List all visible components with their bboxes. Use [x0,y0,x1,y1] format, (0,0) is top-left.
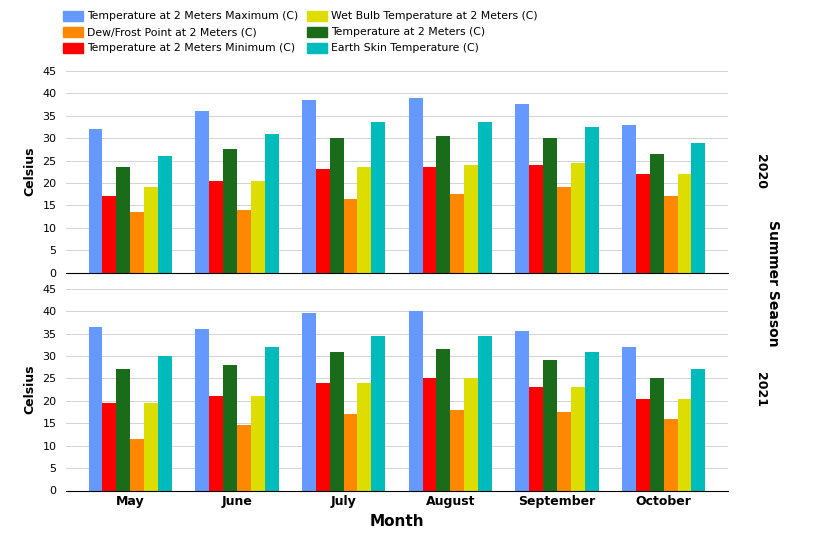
Bar [343,414,357,490]
Bar [209,396,223,490]
Bar [664,196,677,272]
Bar [451,410,464,490]
Bar [543,138,557,272]
Bar [302,100,316,272]
Text: Summer Season: Summer Season [767,220,780,347]
Bar [650,378,664,490]
Bar [529,165,543,272]
Bar [636,174,650,272]
Bar [571,387,585,490]
Bar [677,174,691,272]
Bar [543,360,557,490]
Bar [423,167,437,272]
Bar [130,439,144,490]
Bar [117,370,130,490]
Bar [330,138,343,272]
Bar [265,134,279,272]
Bar [691,143,705,272]
Bar [223,149,237,272]
Y-axis label: Celsius: Celsius [24,147,36,197]
Bar [237,426,251,491]
Bar [158,156,172,272]
Bar [437,136,451,272]
Bar [130,212,144,272]
Bar [251,181,265,272]
Bar [677,398,691,490]
Bar [316,383,330,490]
Bar [409,98,423,272]
Bar [557,412,571,490]
Bar [195,329,209,490]
Bar [636,398,650,490]
Bar [423,378,437,490]
Bar [265,347,279,490]
Bar [103,196,117,272]
Bar [451,194,464,272]
Bar [622,125,636,272]
Bar [117,167,130,272]
Bar [316,169,330,272]
Bar [237,210,251,272]
Bar [209,181,223,272]
Bar [330,352,343,490]
Bar [371,123,385,272]
Bar [529,387,543,490]
Text: 2020: 2020 [754,154,767,189]
Bar [478,336,492,490]
Bar [664,419,677,490]
Bar [357,167,371,272]
Bar [409,311,423,490]
Bar [437,349,451,490]
Bar [650,154,664,272]
Bar [557,187,571,272]
Y-axis label: Celsius: Celsius [24,365,36,414]
Bar [357,383,371,490]
Bar [144,187,158,272]
Bar [464,378,478,490]
Bar [371,336,385,490]
Bar [464,165,478,272]
Bar [343,198,357,272]
Bar [585,352,599,490]
Bar [88,327,103,490]
Bar [515,105,529,272]
Bar [103,403,117,490]
Text: 2021: 2021 [754,372,767,407]
Bar [144,403,158,490]
Bar [691,370,705,490]
Bar [251,396,265,490]
Bar [223,365,237,490]
Bar [585,127,599,272]
X-axis label: Month: Month [370,514,424,529]
Bar [622,347,636,490]
Bar [515,331,529,490]
Bar [571,163,585,272]
Bar [88,129,103,272]
Bar [158,356,172,490]
Bar [478,123,492,272]
Bar [302,313,316,490]
Bar [195,111,209,272]
Legend: Temperature at 2 Meters Maximum (C), Dew/Frost Point at 2 Meters (C), Temperatur: Temperature at 2 Meters Maximum (C), Dew… [64,11,538,53]
